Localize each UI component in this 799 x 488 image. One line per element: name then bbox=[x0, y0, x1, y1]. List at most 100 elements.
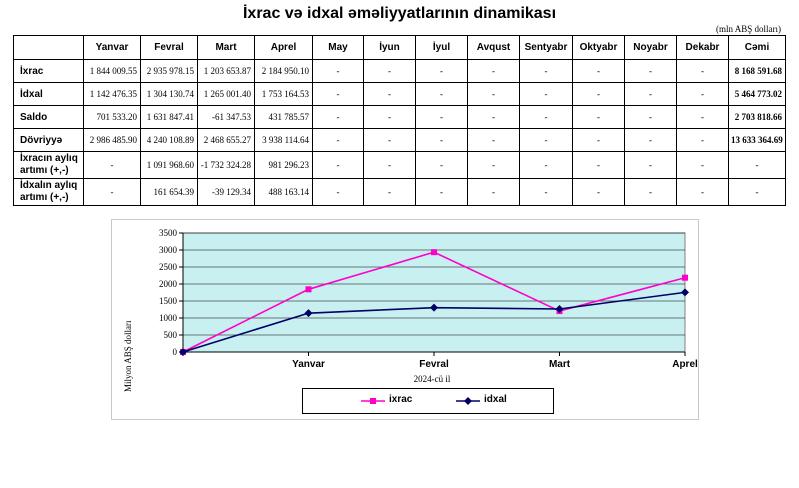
table-row: Dövriyyə 2 986 485.90 4 240 108.89 2 468 65… bbox=[13, 128, 786, 152]
table-cell: - bbox=[519, 59, 573, 83]
table-cell: - bbox=[467, 128, 520, 152]
table-cell: -1 732 324.28 bbox=[197, 151, 255, 179]
column-header: Avqust bbox=[467, 35, 520, 60]
chart-legend: ixrac idxal bbox=[302, 388, 554, 414]
table-cell: - bbox=[624, 128, 677, 152]
table-cell: 3 938 114.64 bbox=[254, 128, 313, 152]
table-cell: - bbox=[676, 105, 729, 129]
column-header: İyul bbox=[415, 35, 468, 60]
table-cell: - bbox=[467, 82, 520, 106]
legend-ixrac-label: ixrac bbox=[389, 394, 413, 405]
table-cell: - bbox=[312, 128, 364, 152]
table-cell: 2 184 950.10 bbox=[254, 59, 313, 83]
y-tick-label: 2500 bbox=[159, 262, 178, 272]
y-tick-label: 3000 bbox=[159, 245, 178, 255]
row-label: İxracın aylıq artımı (+,-) bbox=[13, 151, 84, 179]
table-cell: - bbox=[467, 151, 520, 179]
table-cell: - bbox=[312, 178, 364, 206]
table-cell: 2 935 978.15 bbox=[140, 59, 198, 83]
table-cell: 981 296.23 bbox=[254, 151, 313, 179]
data-point-idxal bbox=[179, 348, 187, 356]
table-cell: 2 468 655.27 bbox=[197, 128, 255, 152]
y-tick-label: 2000 bbox=[159, 279, 178, 289]
column-header: Dekabr bbox=[676, 35, 729, 60]
legend-markers bbox=[361, 397, 480, 405]
table-cell: - bbox=[572, 178, 625, 206]
row-label: Dövriyyə bbox=[13, 128, 84, 152]
table-cell: - bbox=[363, 128, 416, 152]
table-cell: - bbox=[676, 82, 729, 106]
legend-idxal-marker bbox=[464, 397, 472, 405]
table-cell: - bbox=[624, 178, 677, 206]
table-cell: - bbox=[624, 59, 677, 83]
column-header: Noyabr bbox=[624, 35, 677, 60]
table-cell: 1 753 164.53 bbox=[254, 82, 313, 106]
x-axis-title: 2024-cü il bbox=[413, 374, 451, 384]
y-tick-label: 3500 bbox=[159, 228, 178, 238]
table-cell: - bbox=[363, 82, 416, 106]
header-corner bbox=[13, 35, 84, 60]
row-label: İdxal bbox=[13, 82, 84, 106]
summary-table: Yanvar Fevral Mart Aprel May İyun İyul Avqust Se… bbox=[13, 35, 786, 206]
table-cell: - bbox=[363, 151, 416, 179]
table-row: İdxal 1 142 476.35 1 304 130.74 1 265 001.4… bbox=[13, 82, 786, 106]
legend-ixrac-marker bbox=[370, 398, 376, 404]
data-point-idxal bbox=[304, 309, 313, 318]
table-cell: - bbox=[415, 128, 468, 152]
table-cell: - bbox=[363, 105, 416, 129]
table-cell: - bbox=[676, 151, 729, 179]
table-cell: 1 142 476.35 bbox=[83, 82, 141, 106]
column-header: Sentyabr bbox=[519, 35, 573, 60]
data-point-idxal bbox=[681, 288, 689, 297]
y-tick-label: 1500 bbox=[159, 296, 178, 306]
table-cell: - bbox=[415, 151, 468, 179]
table-cell: - bbox=[415, 82, 468, 106]
table-cell: 1 631 847.41 bbox=[140, 105, 198, 129]
table-cell: - bbox=[519, 151, 573, 179]
data-point-idxal bbox=[555, 304, 564, 313]
data-point-ixrac bbox=[682, 274, 688, 281]
table-cell: - bbox=[467, 178, 520, 206]
line-chart: 0 500 1000 1500 2000 2500 3000 3500 Yanvar Fevral… bbox=[159, 228, 698, 370]
table-cell: - bbox=[624, 82, 677, 106]
total-cell: - bbox=[728, 151, 786, 179]
data-point-idxal bbox=[430, 303, 438, 312]
table-cell: - bbox=[415, 178, 468, 206]
table-cell: - bbox=[312, 105, 364, 129]
column-header: İyun bbox=[363, 35, 416, 60]
table-cell: - bbox=[676, 59, 729, 83]
table-cell: - bbox=[676, 178, 729, 206]
table-cell: - bbox=[519, 105, 573, 129]
column-header: Fevral bbox=[140, 35, 198, 60]
unit-note: (mln ABŞ dolları) bbox=[716, 24, 781, 34]
table-cell: - bbox=[676, 128, 729, 152]
table-cell: - bbox=[572, 105, 625, 129]
table-cell: - bbox=[363, 178, 416, 206]
x-tick-label: Fevral bbox=[419, 359, 449, 370]
data-point-ixrac bbox=[431, 249, 437, 256]
row-label: İxrac bbox=[13, 59, 84, 83]
table-cell: 701 533.20 bbox=[83, 105, 141, 129]
page-title: İxrac və idxal əməliyyatlarının dinamika… bbox=[242, 5, 557, 22]
column-header: Mart bbox=[197, 35, 255, 60]
table-cell: - bbox=[624, 105, 677, 129]
table-cell: - bbox=[519, 178, 573, 206]
column-header: Oktyabr bbox=[572, 35, 625, 60]
row-label: Saldo bbox=[13, 105, 84, 129]
table-cell: - bbox=[312, 151, 364, 179]
table-cell: - bbox=[312, 82, 364, 106]
table-cell: - bbox=[83, 178, 141, 206]
table-cell: 1 091 968.60 bbox=[140, 151, 198, 179]
table-header-row: Yanvar Fevral Mart Aprel May İyun İyul Avqust Se… bbox=[13, 35, 786, 60]
table-cell: - bbox=[415, 59, 468, 83]
table-cell: - bbox=[519, 128, 573, 152]
row-label: İdxalın aylıq artımı (+,-) bbox=[13, 178, 84, 206]
x-tick-label: Mart bbox=[549, 359, 571, 370]
legend-idxal-label: idxal bbox=[484, 394, 507, 405]
table-cell: 2 986 485.90 bbox=[83, 128, 141, 152]
table-cell: -39 129.34 bbox=[197, 178, 255, 206]
table-cell: 4 240 108.89 bbox=[140, 128, 198, 152]
data-point-ixrac bbox=[305, 286, 312, 293]
column-header: May bbox=[312, 35, 364, 60]
table-cell: - bbox=[467, 105, 520, 129]
